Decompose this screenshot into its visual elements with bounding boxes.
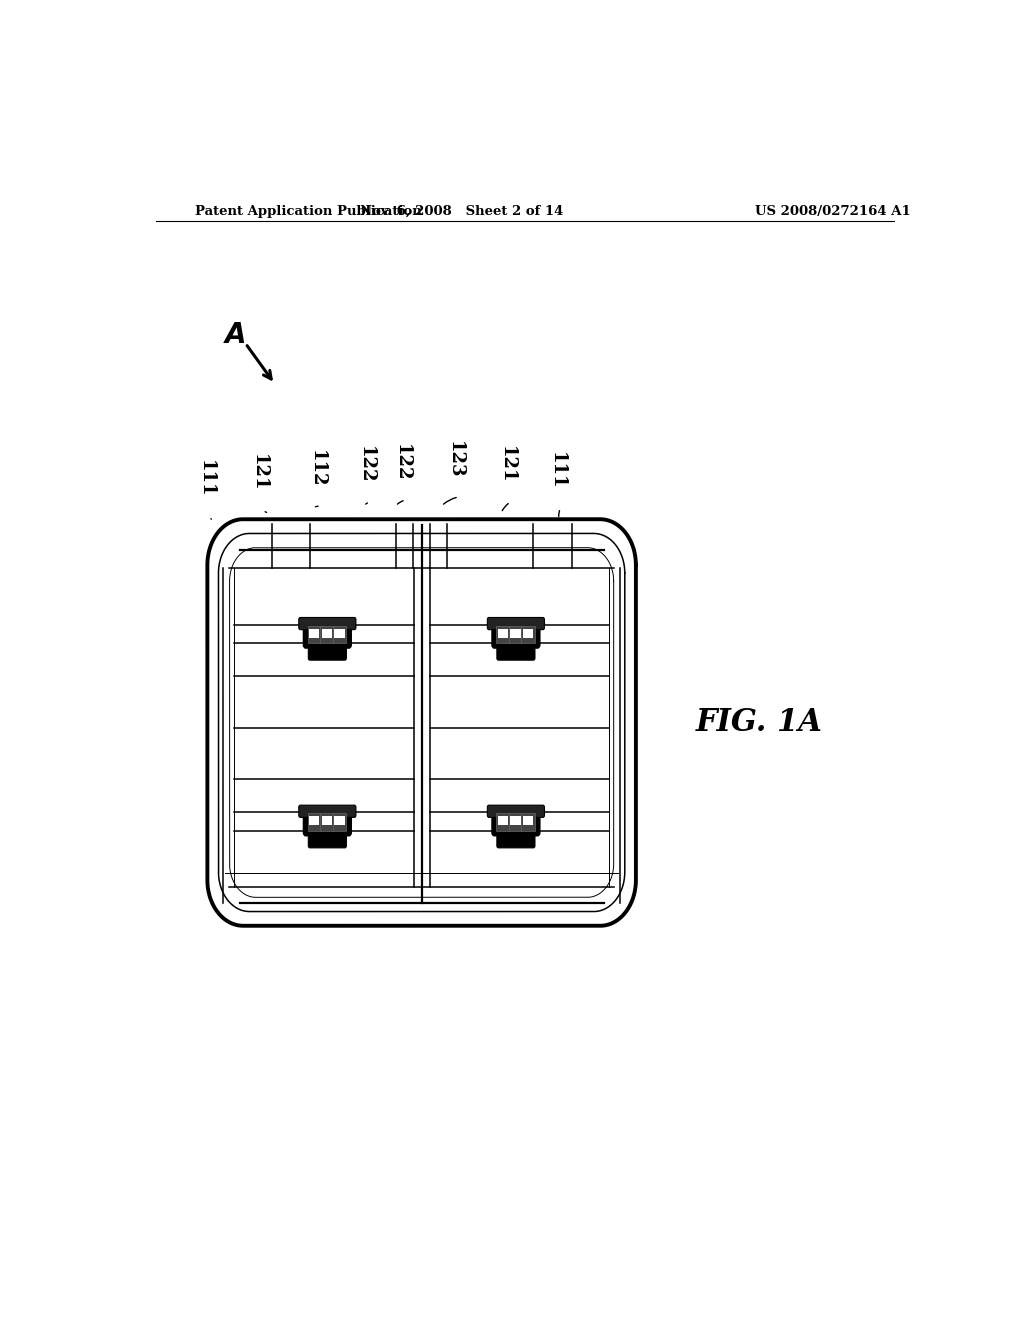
Bar [321,813,334,830]
Text: 112: 112 [308,450,326,487]
Bar [309,816,319,825]
Bar [335,628,345,638]
Text: 121: 121 [250,454,268,492]
Bar [322,816,332,825]
Text: A: A [224,321,246,350]
Text: 122: 122 [357,446,375,483]
Text: 111: 111 [548,453,565,490]
Bar [521,626,535,643]
Bar [307,813,321,830]
Text: 111: 111 [197,461,215,498]
Text: 123: 123 [446,441,464,479]
Bar [509,626,522,643]
Bar [523,628,534,638]
FancyBboxPatch shape [308,645,346,660]
Bar [496,813,510,830]
Bar [321,626,334,643]
FancyBboxPatch shape [493,619,540,648]
Bar [523,816,534,825]
Bar [509,813,522,830]
Text: 122: 122 [393,444,411,482]
FancyBboxPatch shape [308,834,346,847]
Bar [333,626,346,643]
Text: Patent Application Publication: Patent Application Publication [196,205,422,218]
Bar [498,628,508,638]
Text: Nov. 6, 2008   Sheet 2 of 14: Nov. 6, 2008 Sheet 2 of 14 [359,205,563,218]
FancyBboxPatch shape [487,805,545,817]
Bar [510,628,520,638]
Bar [335,816,345,825]
FancyBboxPatch shape [497,834,535,847]
FancyBboxPatch shape [487,618,545,630]
Bar [309,628,319,638]
FancyBboxPatch shape [497,645,535,660]
Bar [333,813,346,830]
Bar [498,816,508,825]
Bar [521,813,535,830]
FancyBboxPatch shape [299,618,356,630]
FancyBboxPatch shape [303,808,351,836]
Text: FIG. 1A: FIG. 1A [695,708,822,738]
Bar [307,626,321,643]
Text: US 2008/0272164 A1: US 2008/0272164 A1 [755,205,910,218]
Bar [322,628,332,638]
Bar [510,816,520,825]
FancyBboxPatch shape [303,619,351,648]
FancyBboxPatch shape [493,808,540,836]
FancyBboxPatch shape [299,805,356,817]
Bar [496,626,510,643]
Text: 121: 121 [498,446,515,483]
